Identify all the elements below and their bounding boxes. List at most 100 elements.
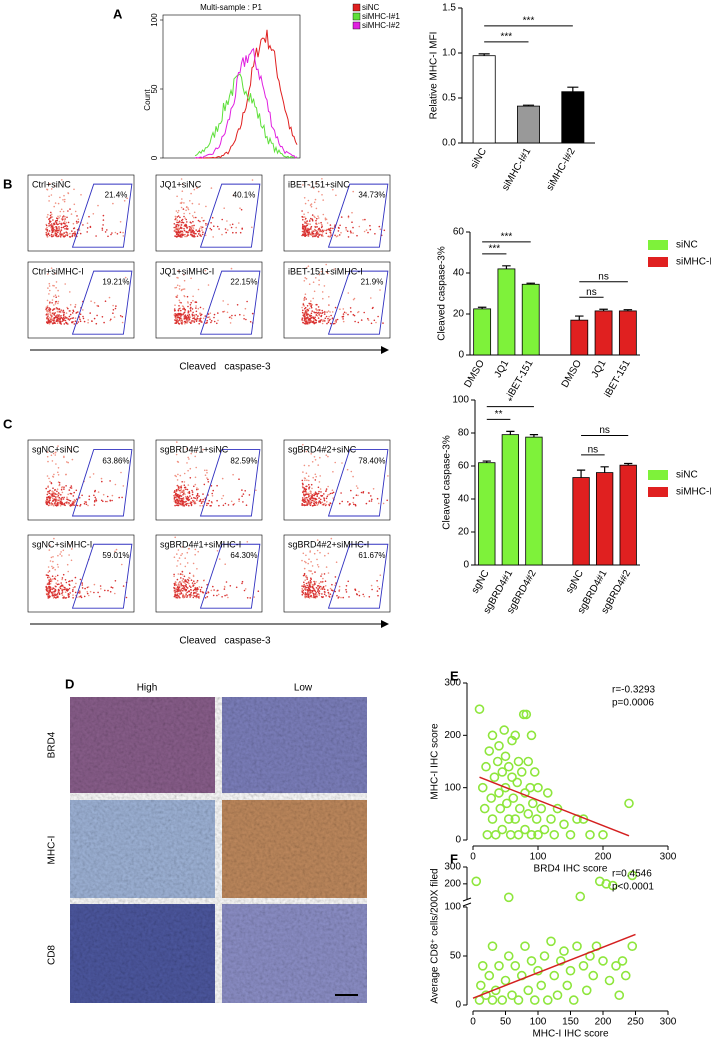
flow-dot [315, 182, 317, 184]
flow-dot [324, 503, 326, 505]
flow-dot [182, 288, 184, 291]
flow-dot [174, 536, 176, 539]
flow-dot [206, 502, 208, 505]
flow-dot [54, 231, 57, 233]
flow-dot [212, 489, 214, 492]
flow-dot [304, 293, 307, 296]
flow-dot [203, 483, 206, 486]
flow-dot [69, 486, 72, 489]
significance-label: *** [523, 16, 535, 27]
flow-dot [48, 309, 50, 311]
flow-dot [206, 504, 208, 507]
flow-dot [49, 588, 52, 591]
flow-dot [188, 499, 191, 501]
flow-dot [48, 217, 51, 220]
x-tick-label: sgNC [564, 568, 586, 595]
flow-dot [55, 498, 57, 501]
flow-dot [350, 489, 352, 492]
flow-dot [352, 501, 354, 504]
flow-dot [48, 222, 50, 225]
flow-dot [190, 579, 193, 581]
flow-dot [308, 558, 310, 560]
flow-dot [360, 491, 363, 494]
flow-dot [357, 310, 360, 313]
flow-dot [356, 234, 358, 237]
gate-percent: 22.15% [230, 278, 257, 287]
flow-dot [67, 493, 69, 496]
flow-dot [378, 587, 381, 590]
ihc-image [70, 904, 215, 1003]
flow-dot [311, 494, 313, 497]
flow-dot [66, 496, 68, 499]
flow-dot [192, 584, 195, 586]
flow-dot [47, 574, 50, 577]
flow-dot [192, 596, 195, 599]
flow-dot [202, 591, 204, 594]
point [527, 798, 538, 809]
flow-dot [216, 594, 218, 597]
flow-dot [180, 590, 183, 592]
flow-dot [189, 200, 191, 202]
flow-dot [317, 492, 320, 495]
flow-dot [200, 590, 202, 593]
flow-dot [213, 316, 215, 319]
flow-dot [65, 317, 67, 319]
flow-dot [340, 231, 342, 234]
flow-dot [221, 497, 223, 500]
flow-dot [210, 501, 213, 503]
flow-dot [340, 596, 342, 599]
flow-dot [322, 503, 325, 506]
flow-dot [324, 311, 326, 313]
flow-dot [323, 573, 326, 575]
flow-dot [48, 501, 50, 504]
flow-dot [304, 500, 307, 503]
flow-dot [199, 589, 202, 591]
flow-dot [321, 194, 323, 196]
flow-dot [58, 484, 60, 487]
flow-dot [200, 314, 202, 317]
flow-dot [223, 207, 225, 209]
flow-dot [345, 591, 348, 593]
flow-dot [203, 219, 206, 222]
flow-dot [65, 485, 67, 487]
flow-plot-frame [155, 261, 263, 339]
point [487, 995, 498, 1005]
flow-dot [353, 297, 356, 300]
flow-dot [318, 283, 320, 286]
flow-dot [96, 314, 98, 317]
flow-dot [183, 481, 186, 483]
flow-dot [347, 292, 350, 294]
flow-dot [179, 494, 181, 497]
flow-dot [61, 179, 63, 181]
flow-dot [307, 233, 310, 236]
flow-dot [86, 592, 89, 595]
flow-dot [61, 591, 64, 593]
flow-dot [337, 230, 340, 232]
flow-dot [70, 485, 73, 487]
flow-dot [305, 277, 308, 280]
flow-dot [109, 480, 111, 482]
flow-dot [57, 226, 59, 228]
flow-dot [353, 314, 356, 317]
flow-plot-frame [155, 534, 263, 613]
flow-dot [47, 315, 49, 317]
flow-dot [306, 576, 308, 579]
flow-dot [177, 225, 180, 227]
flow-dot [200, 321, 202, 323]
flow-dot [308, 581, 310, 583]
flow-dot [202, 231, 204, 233]
flow-dot [191, 313, 194, 316]
flow-dot [92, 213, 95, 215]
flow-dot [360, 319, 363, 321]
flow-dot [62, 210, 65, 213]
flow-dot [367, 319, 370, 321]
flow-dot [60, 315, 62, 317]
flow-dot [187, 579, 190, 582]
flow-dot [306, 479, 308, 482]
flow-dot [355, 485, 358, 487]
flow-dot [186, 462, 188, 464]
flow-dot [308, 597, 311, 599]
flow-dot [314, 593, 317, 595]
flow-dot [120, 471, 122, 474]
flow-dot [321, 225, 323, 227]
